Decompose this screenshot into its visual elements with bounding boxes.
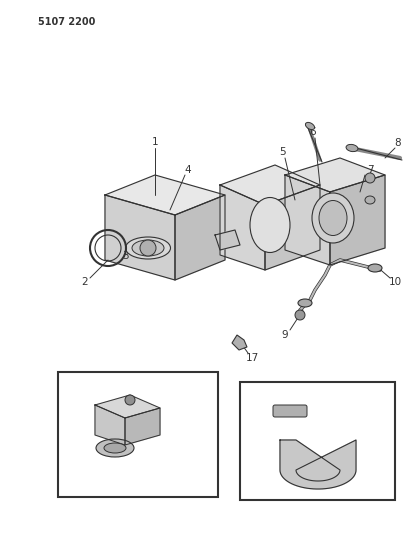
Polygon shape xyxy=(175,195,225,280)
Polygon shape xyxy=(279,440,355,489)
Bar xyxy=(239,382,394,500)
Text: 13: 13 xyxy=(138,377,151,387)
Text: 10: 10 xyxy=(387,277,400,287)
Ellipse shape xyxy=(297,299,311,307)
Circle shape xyxy=(364,173,374,183)
Polygon shape xyxy=(214,230,239,250)
Circle shape xyxy=(294,310,304,320)
Text: 5: 5 xyxy=(279,147,285,157)
Polygon shape xyxy=(220,185,264,270)
Text: 3: 3 xyxy=(121,251,128,261)
Polygon shape xyxy=(284,175,329,265)
Ellipse shape xyxy=(96,439,134,457)
Text: 15: 15 xyxy=(146,448,159,458)
Ellipse shape xyxy=(132,240,164,256)
Ellipse shape xyxy=(305,123,314,130)
Text: 1: 1 xyxy=(151,137,158,147)
Text: 12: 12 xyxy=(246,479,259,489)
Polygon shape xyxy=(284,158,384,192)
Ellipse shape xyxy=(125,237,170,259)
Text: 5107 2200: 5107 2200 xyxy=(38,17,95,27)
Ellipse shape xyxy=(249,198,289,253)
Text: 7: 7 xyxy=(366,165,373,175)
Ellipse shape xyxy=(364,196,374,204)
Ellipse shape xyxy=(104,443,126,453)
Polygon shape xyxy=(95,405,125,445)
Circle shape xyxy=(125,395,135,405)
Polygon shape xyxy=(329,175,384,265)
Text: 8: 8 xyxy=(394,138,400,148)
Ellipse shape xyxy=(318,200,346,236)
FancyBboxPatch shape xyxy=(272,405,306,417)
Ellipse shape xyxy=(345,144,357,151)
Text: 4: 4 xyxy=(184,165,191,175)
Text: 9: 9 xyxy=(281,330,288,340)
Polygon shape xyxy=(264,185,319,270)
Polygon shape xyxy=(95,395,160,418)
Ellipse shape xyxy=(311,193,353,243)
Text: 2: 2 xyxy=(81,277,88,287)
Bar xyxy=(58,372,218,497)
Circle shape xyxy=(139,240,155,256)
Text: 16: 16 xyxy=(108,467,121,477)
Text: 17: 17 xyxy=(245,353,258,363)
Text: 14: 14 xyxy=(73,400,86,410)
Ellipse shape xyxy=(367,264,381,272)
Polygon shape xyxy=(105,175,225,215)
Polygon shape xyxy=(231,335,246,350)
Polygon shape xyxy=(220,165,319,205)
Polygon shape xyxy=(125,408,160,445)
Polygon shape xyxy=(105,195,175,280)
Text: 6: 6 xyxy=(309,127,315,137)
Text: 11: 11 xyxy=(293,388,306,398)
